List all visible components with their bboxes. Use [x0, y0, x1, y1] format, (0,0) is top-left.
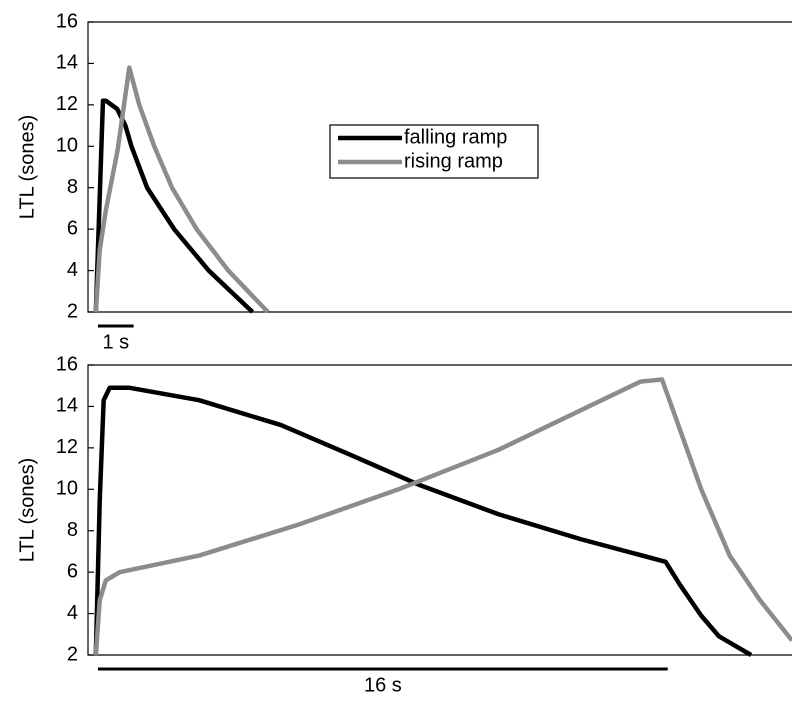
y-tick-label: 8	[67, 176, 78, 198]
line	[93, 65, 270, 314]
y-tick-label: 16	[56, 353, 78, 375]
line	[93, 98, 255, 314]
y-tick-label: 16	[56, 10, 78, 32]
y-tick-label: 12	[56, 436, 78, 458]
legend-label: falling ramp	[404, 126, 507, 148]
y-tick-label: 10	[56, 478, 78, 500]
y-axis-label: LTL (sones)	[16, 115, 38, 219]
y-tick-label: 6	[67, 217, 78, 239]
scale-bar-label: 16 s	[364, 674, 402, 696]
y-tick-label: 8	[67, 519, 78, 541]
plot-frame	[87, 21, 792, 313]
y-tick-label: 4	[67, 259, 78, 281]
y-tick-label: 12	[56, 93, 78, 115]
scale-bar-label: 1 s	[102, 331, 129, 353]
line	[93, 377, 792, 656]
y-tick-label: 14	[56, 395, 78, 417]
plot-frame	[87, 364, 792, 656]
legend-box	[329, 124, 539, 179]
y-tick-label: 14	[56, 52, 78, 74]
line	[93, 385, 753, 657]
y-tick-label: 6	[67, 560, 78, 582]
legend-label: rising ramp	[404, 150, 503, 172]
y-axis-label: LTL (sones)	[16, 458, 38, 562]
y-tick-label: 2	[67, 300, 78, 322]
y-tick-label: 10	[56, 135, 78, 157]
y-tick-label: 4	[67, 602, 78, 624]
y-tick-label: 2	[67, 643, 78, 665]
